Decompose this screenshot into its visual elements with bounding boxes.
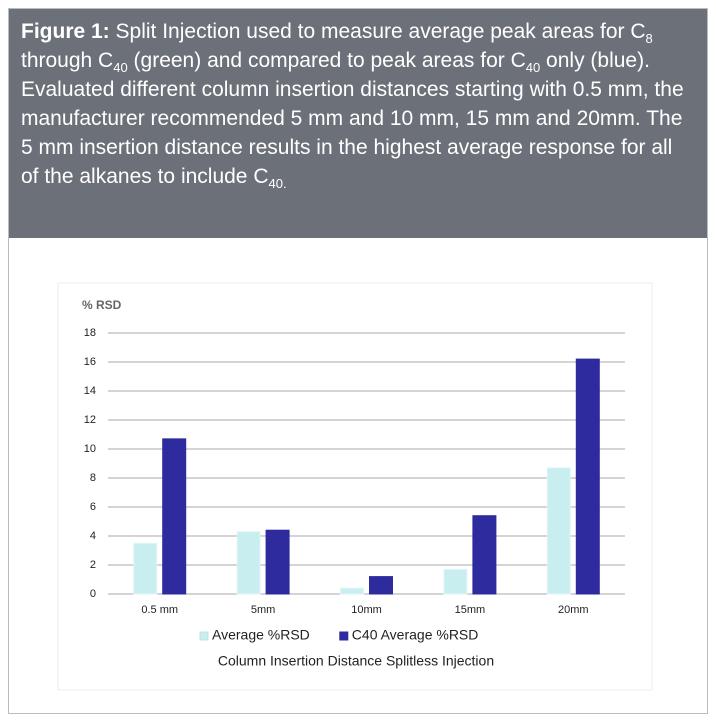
bar [133, 542, 158, 595]
y-tick-label: 18 [84, 327, 96, 339]
caption-label: Figure 1: [21, 20, 110, 43]
bar [472, 515, 497, 595]
legend-swatch [199, 631, 209, 641]
bar [265, 529, 290, 595]
bar [443, 568, 468, 595]
x-tick-label: 5mm [251, 604, 275, 616]
y-tick-label: 2 [90, 559, 96, 571]
bar [575, 358, 600, 595]
legend-swatch [339, 631, 349, 641]
y-tick-label: 14 [84, 385, 96, 397]
subscript: 40. [268, 176, 287, 192]
caption-run: Split Injection used to measure average … [109, 20, 646, 43]
caption-text: Split Injection used to measure average … [21, 20, 684, 192]
y-tick-label: 10 [84, 443, 96, 455]
x-tick-label: 0.5 mm [141, 604, 178, 616]
caption: Figure 1: Split Injection used to measur… [9, 9, 707, 238]
x-tick-label: 20mm [558, 604, 589, 616]
y-tick-label: 0 [90, 588, 96, 600]
bar [340, 587, 364, 595]
legend-label: C40 Average %RSD [352, 627, 479, 643]
caption-run: through C [21, 49, 114, 72]
x-tick-label: 15mm [455, 604, 486, 616]
figure: Figure 1: Split Injection used to measur… [8, 8, 708, 714]
subscript: 8 [645, 31, 653, 47]
subscript: 40 [113, 60, 128, 76]
y-tick-label: 12 [84, 414, 96, 426]
x-tick-label: 10mm [351, 604, 382, 616]
subscript: 40 [525, 60, 541, 76]
caption-run: (green) and compared to peak areas for C [127, 49, 526, 72]
y-tick-label: 4 [90, 530, 96, 542]
y-tick-label: 6 [90, 501, 96, 513]
legend-label: Average %RSD [212, 627, 310, 643]
x-axis-label: Column Insertion Distance Splitless Inje… [218, 653, 494, 669]
caption-run: only (blue). Evaluated different column … [21, 49, 684, 188]
y-axis-label: % RSD [82, 298, 122, 312]
y-tick-label: 16 [84, 356, 96, 368]
bar [236, 531, 261, 595]
bar [546, 467, 571, 595]
bar [369, 576, 393, 595]
bar [162, 438, 187, 595]
y-tick-label: 8 [90, 472, 96, 484]
